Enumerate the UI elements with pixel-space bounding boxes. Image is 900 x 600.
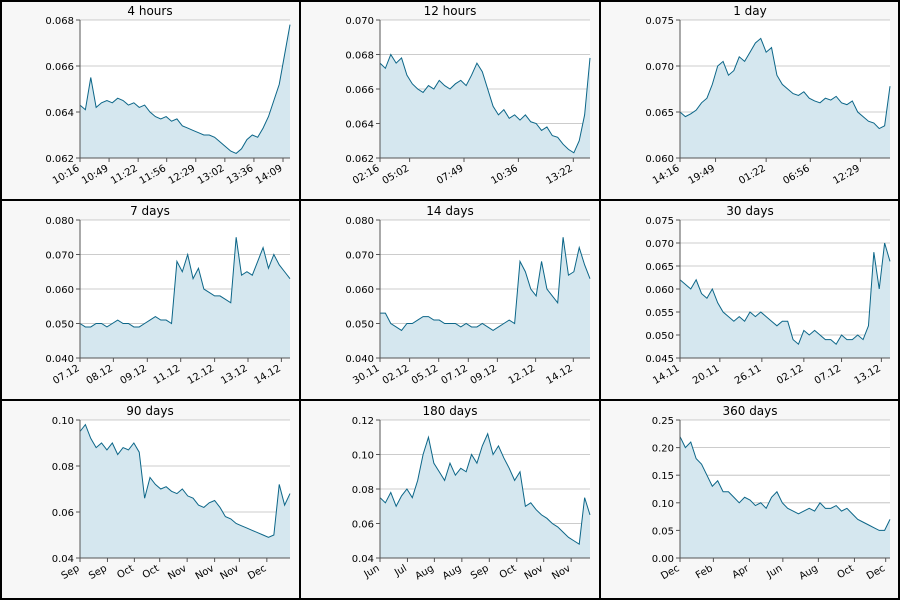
y-tick-label: 0.040 [345, 354, 374, 365]
y-tick-label: 0.066 [45, 62, 74, 73]
y-tick-label: 0.060 [645, 154, 674, 165]
area [680, 38, 890, 158]
area [680, 436, 890, 558]
y-tick-label: 0.062 [345, 154, 374, 165]
y-tick-label: 0.08 [52, 462, 74, 473]
y-tick-label: 0.060 [345, 285, 374, 296]
area [380, 237, 590, 358]
area [80, 424, 290, 558]
y-tick-label: 0.05 [652, 526, 674, 537]
chart-title: 7 days [130, 204, 170, 218]
y-tick-label: 0.060 [645, 285, 674, 296]
area [80, 237, 290, 358]
y-tick-label: 0.065 [645, 262, 674, 273]
y-tick-label: 0.050 [45, 320, 74, 331]
y-tick-label: 0.062 [45, 154, 74, 165]
y-tick-label: 0.066 [345, 85, 374, 96]
y-tick-label: 0.04 [352, 554, 374, 565]
y-tick-label: 0.050 [345, 320, 374, 331]
y-tick-label: 0.064 [45, 108, 74, 119]
line [79, 24, 291, 154]
line [380, 237, 591, 332]
line [79, 237, 291, 328]
y-tick-label: 0.10 [52, 416, 74, 427]
y-tick-label: 0.070 [645, 62, 674, 73]
chart-title: 180 days [422, 404, 477, 418]
y-tick-label: 0.055 [645, 308, 674, 319]
line [379, 432, 591, 546]
line [679, 242, 891, 346]
y-tick-label: 0.080 [45, 216, 74, 227]
y-tick-label: 0.10 [352, 451, 374, 462]
y-tick-label: 0.20 [652, 444, 674, 455]
y-tick-label: 0.06 [352, 520, 374, 531]
y-tick-label: 0.070 [645, 239, 674, 250]
line [679, 37, 891, 130]
y-tick-label: 0.06 [52, 508, 74, 519]
chart-title: 360 days [722, 404, 777, 418]
y-tick-label: 0.075 [645, 216, 674, 227]
chart-title: 14 days [426, 204, 473, 218]
area [380, 54, 590, 158]
y-tick-label: 0.068 [345, 51, 374, 62]
area [680, 243, 890, 358]
y-tick-label: 0.00 [652, 554, 674, 565]
chart-title: 30 days [726, 204, 773, 218]
y-tick-label: 0.25 [652, 416, 674, 427]
y-tick-label: 0.075 [645, 16, 674, 27]
y-tick-label: 0.070 [45, 251, 74, 262]
y-tick-label: 0.070 [345, 251, 374, 262]
chart-title: 12 hours [424, 4, 477, 18]
y-tick-label: 0.070 [345, 16, 374, 27]
y-tick-label: 0.060 [45, 285, 74, 296]
area [380, 433, 590, 558]
chart-title: 1 day [733, 4, 767, 18]
y-tick-label: 0.050 [645, 331, 674, 342]
chart-title: 90 days [126, 404, 173, 418]
y-tick-label: 0.15 [652, 471, 674, 482]
y-tick-label: 0.04 [52, 554, 74, 565]
y-tick-label: 0.12 [352, 416, 374, 427]
y-tick-label: 0.045 [645, 354, 674, 365]
area [80, 24, 290, 158]
panels: 4 hours0.0620.0640.0660.06810:1610:4911:… [45, 4, 891, 582]
line [679, 436, 891, 531]
line [79, 423, 291, 538]
y-tick-label: 0.080 [345, 216, 374, 227]
y-tick-label: 0.064 [345, 120, 374, 131]
chart-title: 4 hours [127, 4, 172, 18]
y-tick-label: 0.065 [645, 108, 674, 119]
y-tick-label: 0.040 [45, 354, 74, 365]
line [379, 53, 591, 154]
y-tick-label: 0.08 [352, 485, 374, 496]
y-tick-label: 0.068 [45, 16, 74, 27]
y-tick-label: 0.10 [652, 499, 674, 510]
